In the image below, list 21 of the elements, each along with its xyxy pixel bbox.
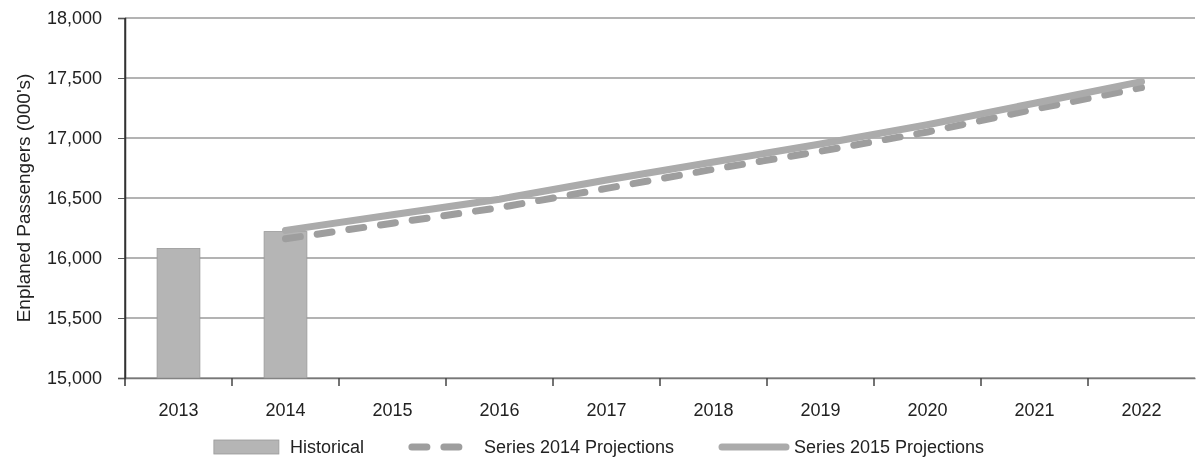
y-axis-title: Enplaned Passengers (000's)	[12, 73, 34, 323]
x-tick-label: 2020	[907, 399, 948, 420]
legend-label: Series 2014 Projections	[483, 437, 675, 457]
x-tick-label: 2013	[158, 399, 199, 420]
y-tick-label: 18,000	[46, 8, 102, 29]
x-tick-label: 2019	[800, 399, 841, 420]
x-tick-label: 2017	[586, 399, 627, 420]
y-tick-label: 17,500	[46, 68, 102, 89]
x-tick-label: 2021	[1014, 399, 1055, 420]
y-tick-label: 17,000	[46, 128, 102, 149]
y-tick-label: 15,000	[46, 368, 102, 389]
y-tick-label: 16,500	[46, 188, 102, 209]
x-tick-label: 2016	[479, 399, 520, 420]
legend-label: Historical	[289, 437, 364, 457]
x-tick-label: 2014	[265, 399, 306, 420]
x-tick-label: 2022	[1121, 399, 1162, 420]
x-tick-label: 2015	[372, 399, 413, 420]
legend-label: Series 2015 Projections	[794, 437, 985, 457]
y-tick-label: 16,000	[46, 248, 102, 269]
y-tick-label: 15,500	[46, 308, 102, 329]
x-tick-label: 2018	[693, 399, 734, 420]
